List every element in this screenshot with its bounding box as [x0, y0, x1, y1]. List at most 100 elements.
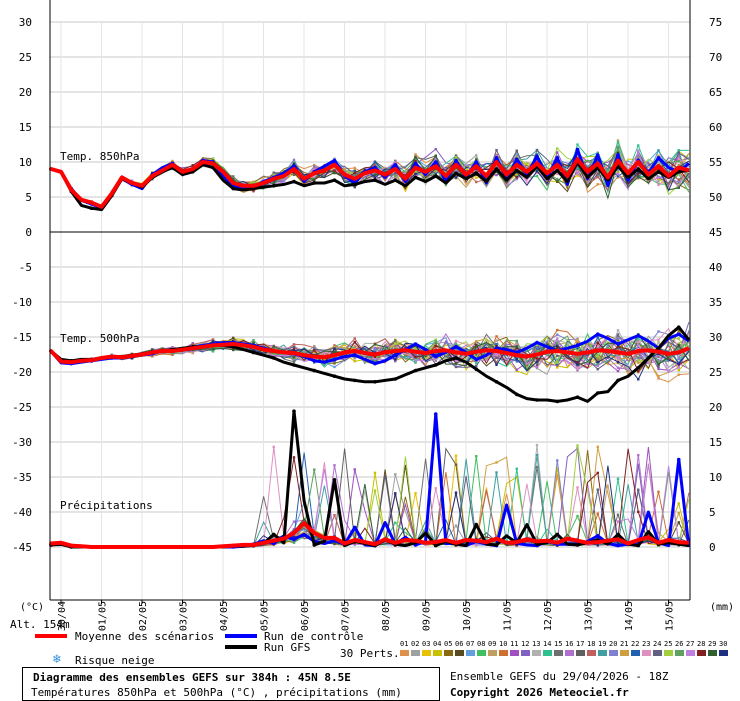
perturbation-point	[495, 345, 498, 348]
perturbation-point	[657, 176, 660, 179]
series-2-point	[332, 478, 337, 482]
pert-number: 20	[609, 640, 618, 648]
pert-number: 15	[554, 640, 563, 648]
perturbation-point	[556, 339, 559, 342]
perturbation-point	[292, 541, 296, 544]
pert-color-box	[444, 650, 453, 656]
pert-color-box	[565, 650, 574, 656]
series-0-point	[413, 538, 418, 543]
perturbation-point	[657, 365, 660, 369]
perturbation-point	[454, 360, 458, 363]
right-tick-label: 25	[709, 366, 722, 379]
series-0-point	[292, 531, 296, 535]
perturbation-point	[414, 158, 417, 162]
series-2-point	[312, 368, 317, 373]
perturbation-point	[353, 531, 356, 535]
series-0-point	[595, 540, 600, 544]
perturbation-point	[313, 165, 316, 168]
perturbation-point	[556, 354, 559, 358]
pert-number: 27	[686, 640, 695, 648]
series-0-point	[494, 536, 499, 541]
perturbation-point	[576, 341, 579, 344]
perturbation-point	[272, 354, 275, 358]
perturbation-point	[535, 355, 539, 359]
perturbation-point	[515, 176, 518, 179]
series-0-point	[130, 545, 134, 549]
perturbation-point	[515, 167, 518, 170]
series-0-point	[312, 531, 317, 535]
perturbation-point	[677, 337, 680, 340]
perturbation-point	[637, 157, 640, 160]
series-2-point	[555, 399, 560, 404]
perturbation-point	[616, 139, 620, 142]
pert-color-box	[664, 650, 673, 656]
perturbation-point	[353, 344, 356, 348]
perturbation-point	[232, 178, 235, 181]
series-0-point	[190, 346, 195, 351]
series-0-point	[89, 545, 94, 549]
pert-number: 17	[576, 640, 585, 648]
perturbation-point	[535, 343, 539, 347]
perturbation-point	[292, 456, 296, 459]
axes	[49, 0, 691, 601]
perturbation-point	[596, 445, 599, 448]
pert-number: 28	[697, 640, 706, 648]
perturbation-point	[576, 486, 579, 489]
perturbation-point	[454, 176, 458, 179]
perturbation-point	[272, 445, 275, 449]
series-0-point	[292, 167, 296, 171]
series-1-point	[616, 543, 620, 548]
series-2-point	[454, 356, 458, 360]
perturbation-point	[556, 147, 559, 150]
perturbation-point	[677, 342, 680, 345]
perturbation-point	[495, 354, 498, 358]
right-tick-label: 15	[709, 436, 722, 449]
series-2-point	[292, 409, 296, 414]
perturbation-point	[616, 141, 620, 144]
perturbation-point	[637, 352, 640, 355]
series-1-point	[292, 537, 296, 542]
series-0-point	[190, 167, 195, 171]
perturbation-point	[373, 343, 377, 346]
series-0-point	[616, 537, 620, 542]
series-0-point	[474, 349, 479, 354]
perturbation-point	[677, 181, 680, 184]
perturbation-point	[292, 162, 296, 166]
perturbation-point	[475, 167, 478, 171]
perturbation-point	[637, 453, 640, 457]
x-tick-label: 11/05	[503, 601, 514, 631]
series-2-point	[271, 356, 276, 360]
series-1-point	[595, 153, 600, 157]
perturbation-point	[596, 151, 599, 154]
pert-number: 08	[477, 640, 486, 648]
perturbation-point	[677, 150, 680, 153]
perturbation-point	[414, 170, 417, 174]
perturbation-point	[454, 339, 458, 343]
perturbation-point	[495, 170, 498, 174]
series-2-point	[575, 395, 580, 400]
perturbation-point	[292, 535, 296, 538]
perturbation-point	[576, 143, 579, 146]
perturbation-point	[495, 471, 498, 474]
perturbation-point	[272, 173, 275, 177]
perturbation-point	[616, 366, 620, 370]
left-tick-label: 0	[25, 226, 32, 239]
series-0-point	[413, 349, 418, 354]
perturbation-point	[677, 151, 680, 155]
pert-number: 09	[488, 640, 497, 648]
perturbation-point	[637, 144, 640, 147]
perturbation-point	[394, 473, 397, 476]
perturbation-point	[394, 358, 397, 361]
series-2-point	[616, 532, 620, 537]
series-2-point	[89, 206, 94, 210]
perturbation-point	[434, 170, 437, 173]
perturbation-point	[495, 165, 498, 169]
series-2-point	[474, 171, 479, 175]
footer-subtitle: Températures 850hPa et 500hPa (°C) , pré…	[31, 686, 402, 699]
series-2-point	[271, 532, 276, 537]
perturbation-point	[556, 333, 559, 336]
perturbation-point	[535, 453, 539, 457]
perturbation-point	[576, 172, 579, 175]
series-0-point	[514, 540, 519, 544]
perturbation-point	[535, 465, 539, 469]
